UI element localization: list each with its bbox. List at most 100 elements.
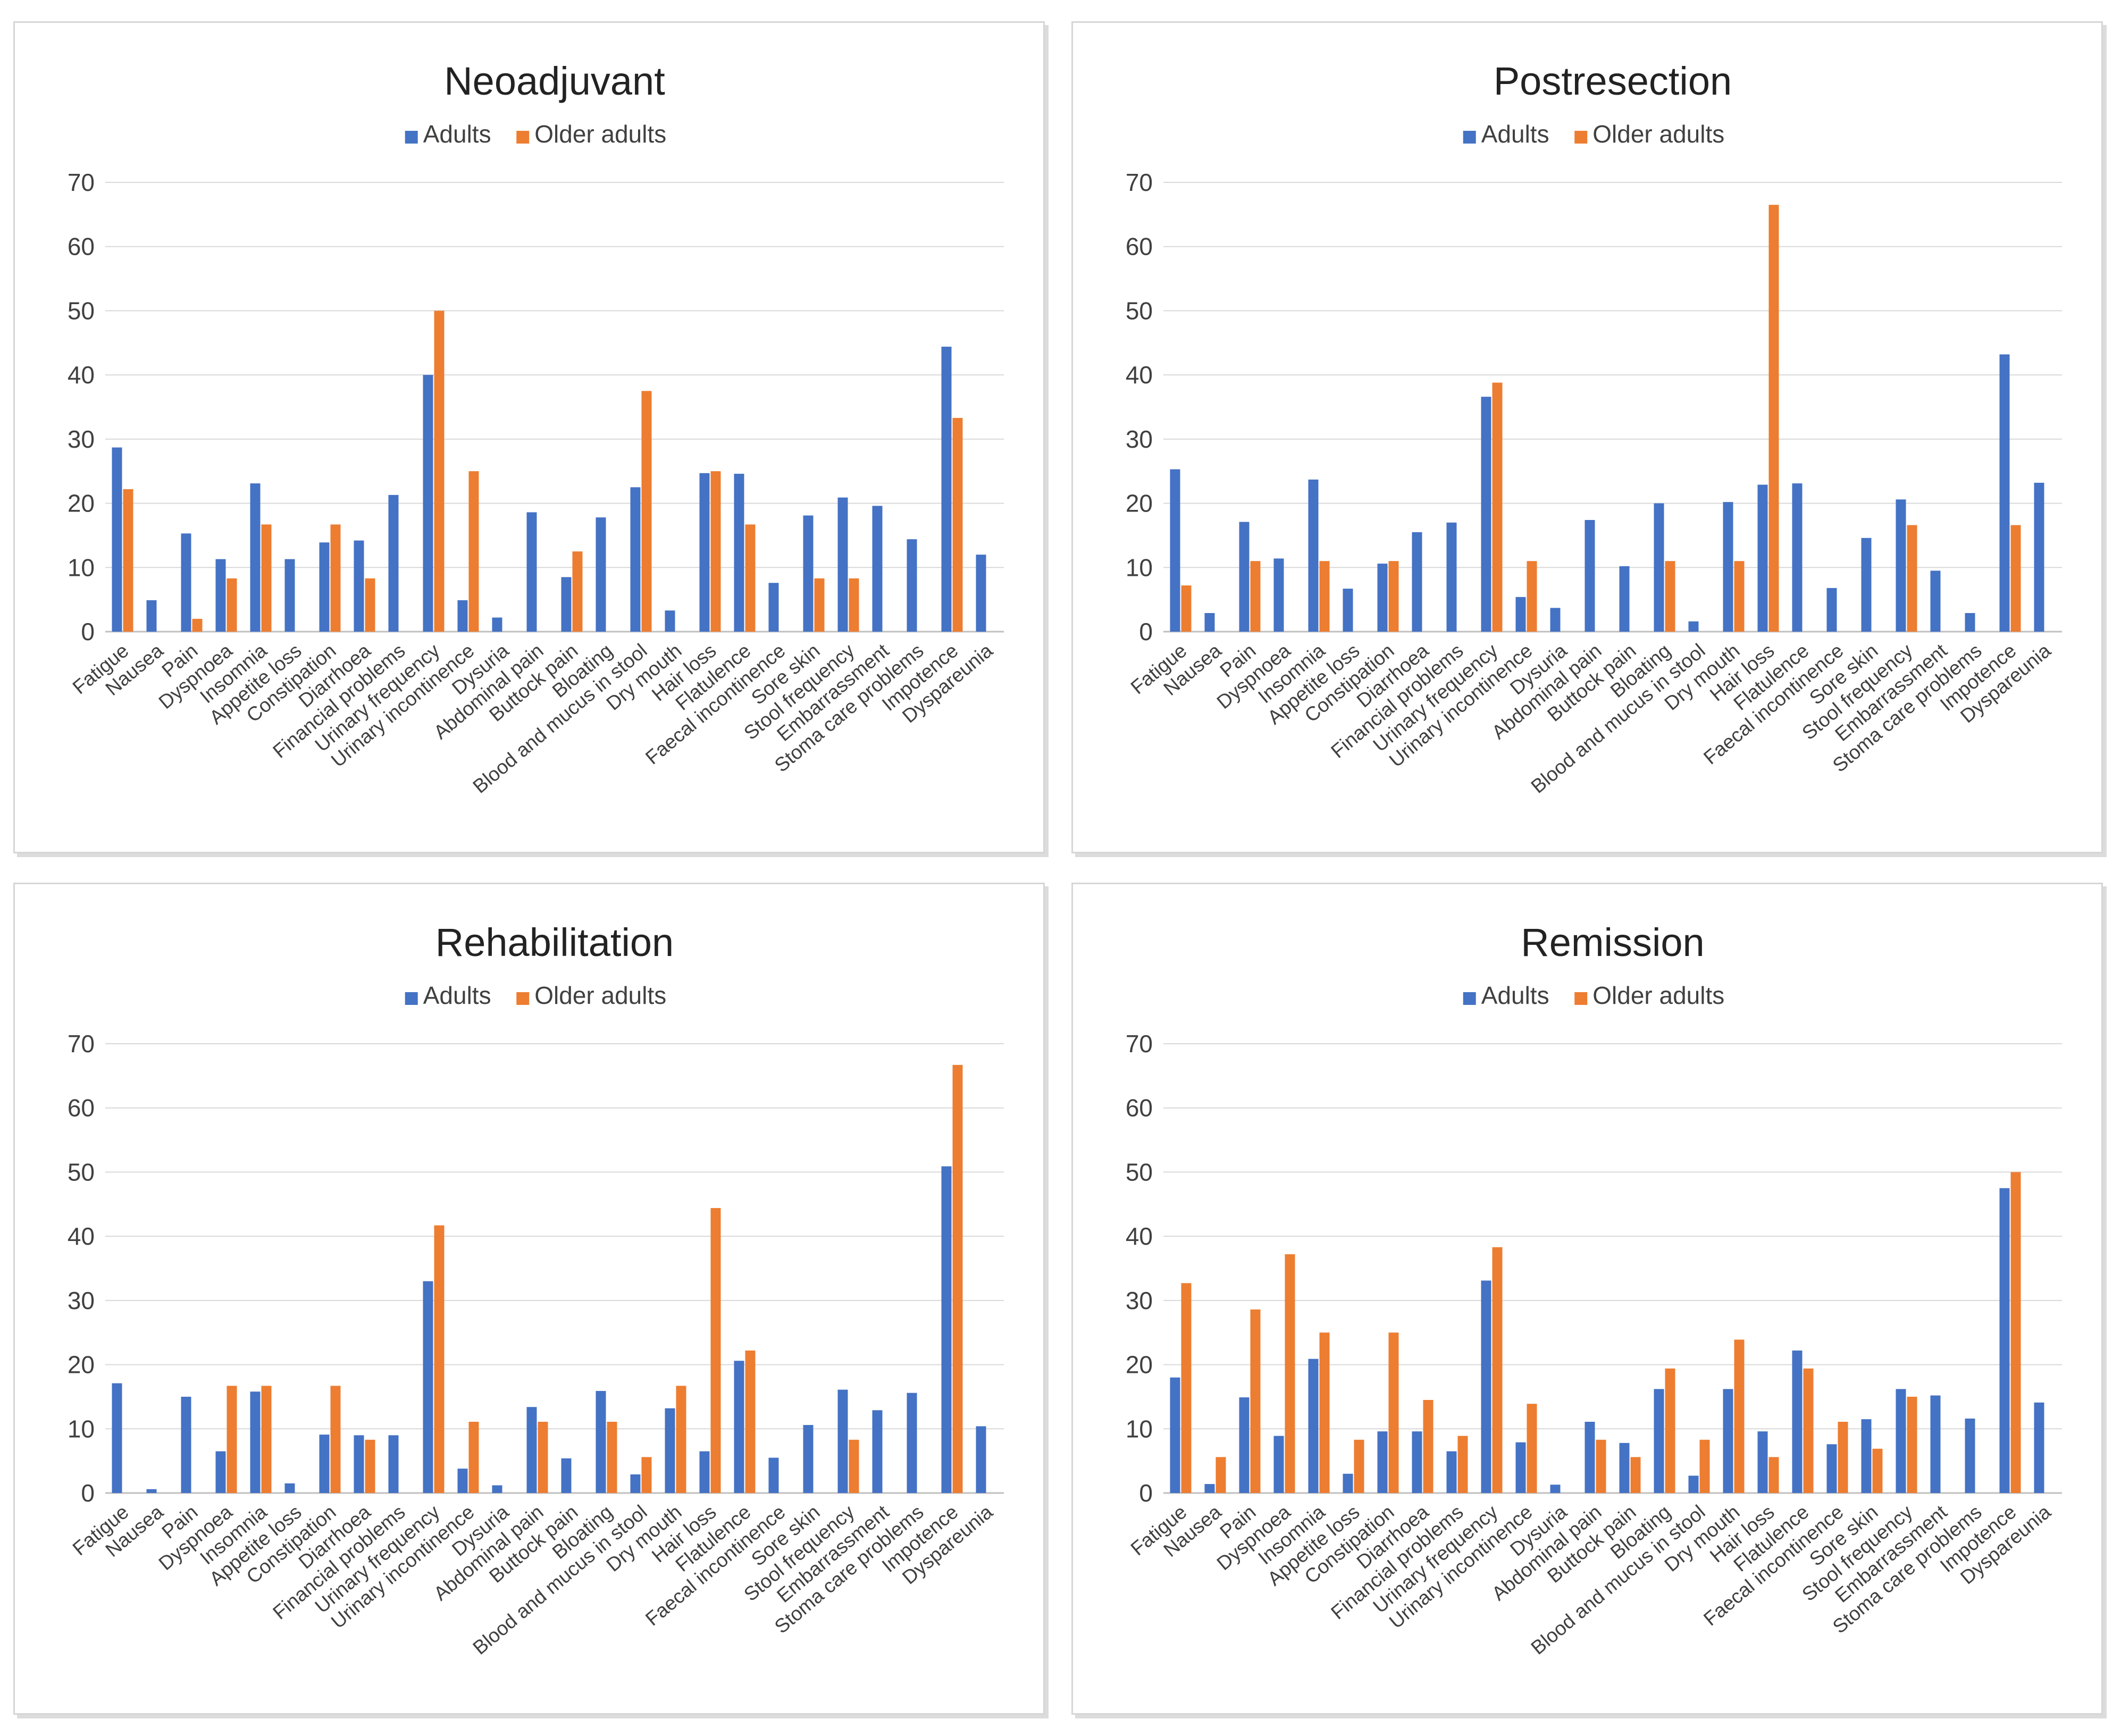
bar-adults-blood-and-mucus-in-stool bbox=[630, 1474, 641, 1493]
bar-adults-nausea bbox=[1204, 613, 1215, 632]
bar-older-adults-impotence bbox=[952, 1064, 963, 1493]
bar-adults-dry-mouth bbox=[1723, 502, 1733, 632]
bar-older-adults-sore-skin bbox=[814, 578, 825, 632]
legend-label-older-adults: Older adults bbox=[1592, 120, 1724, 148]
bar-adults-stool-frequency bbox=[1896, 1389, 1906, 1493]
bar-older-adults-stool-frequency bbox=[1907, 525, 1917, 632]
y-tick-label: 60 bbox=[1126, 233, 1153, 261]
bar-older-adults-buttock-pain bbox=[572, 551, 583, 632]
bar-adults-stool-frequency bbox=[1896, 499, 1906, 632]
bar-adults-dry-mouth bbox=[665, 1408, 675, 1493]
bar-adults-abdominal-pain bbox=[1585, 1422, 1595, 1493]
bar-adults-stoma-care-problems bbox=[1965, 1418, 1975, 1493]
bar-older-adults-insomnia bbox=[1319, 1332, 1330, 1493]
bar-older-adults-dyspnoea bbox=[227, 578, 237, 632]
bar-adults-sore-skin bbox=[803, 515, 814, 632]
bar-adults-embarrassment bbox=[872, 506, 883, 632]
y-tick-label: 40 bbox=[68, 1222, 95, 1250]
legend-swatch-adults bbox=[1463, 131, 1476, 144]
bar-adults-diarrhoea bbox=[354, 540, 364, 632]
bar-adults-constipation bbox=[319, 1435, 330, 1493]
bar-adults-insomnia bbox=[250, 1391, 261, 1493]
bar-older-adults-stool-frequency bbox=[849, 1439, 859, 1493]
bar-adults-pain bbox=[181, 1396, 191, 1493]
y-tick-label: 30 bbox=[1126, 1287, 1153, 1314]
bar-adults-dyspareunia bbox=[2034, 482, 2044, 632]
bar-older-adults-abdominal-pain bbox=[538, 1422, 548, 1493]
y-tick-label: 10 bbox=[68, 1415, 95, 1443]
chart-legend: Adults Older adults bbox=[1463, 982, 1724, 1009]
chart-remission: Remission Adults Older adults 0 10 20 30 40 50 60… bbox=[1126, 920, 2062, 1659]
bar-adults-constipation bbox=[1377, 564, 1388, 632]
bar-adults-hair-loss bbox=[699, 1451, 710, 1493]
bar-adults-dyspareunia bbox=[976, 555, 986, 632]
y-tick-label: 10 bbox=[1126, 1415, 1153, 1443]
bar-adults-appetite-loss bbox=[284, 559, 295, 632]
bar-older-adults-bloating bbox=[1665, 1368, 1675, 1493]
bar-older-adults-fatigue bbox=[123, 489, 133, 632]
y-tick-label: 70 bbox=[68, 1030, 95, 1058]
bar-adults-fatigue bbox=[1170, 469, 1180, 632]
bar-older-adults-urinary-incontinence bbox=[468, 1422, 479, 1493]
bar-older-adults-stool-frequency bbox=[1907, 1396, 1917, 1493]
bar-adults-impotence bbox=[1999, 1188, 2010, 1493]
bar-adults-bloating bbox=[1654, 1389, 1664, 1493]
y-tick-label: 30 bbox=[1126, 425, 1153, 453]
bar-older-adults-flatulence bbox=[745, 524, 756, 632]
bar-older-adults-pain bbox=[1250, 1309, 1261, 1493]
bar-older-adults-pain bbox=[192, 618, 203, 632]
bar-older-adults-hair-loss bbox=[1768, 205, 1779, 632]
bar-adults-dry-mouth bbox=[1723, 1389, 1733, 1493]
bar-adults-diarrhoea bbox=[1412, 1431, 1422, 1493]
bar-older-adults-fatigue bbox=[1181, 585, 1192, 632]
legend-swatch-older-adults bbox=[516, 131, 530, 144]
y-tick-label: 0 bbox=[81, 1479, 95, 1507]
bar-older-adults-insomnia bbox=[261, 1386, 272, 1493]
bar-adults-nausea bbox=[1204, 1484, 1215, 1493]
bar-older-adults-urinary-incontinence bbox=[1527, 561, 1537, 632]
chart-postresection: Postresection Adults Older adults 0 10 20 30 40… bbox=[1126, 59, 2062, 798]
bar-adults-financial-problems bbox=[1446, 1451, 1457, 1493]
y-tick-label: 20 bbox=[1126, 1351, 1153, 1379]
bar-adults-fatigue bbox=[1170, 1377, 1180, 1493]
legend-label-adults: Adults bbox=[423, 120, 491, 148]
bar-older-adults-sore-skin bbox=[1872, 1448, 1883, 1493]
bar-adults-stool-frequency bbox=[837, 497, 848, 632]
bar-older-adults-insomnia bbox=[261, 524, 272, 632]
bar-adults-fatigue bbox=[112, 447, 122, 632]
bar-adults-financial-problems bbox=[1446, 522, 1457, 632]
chart-panel-rehabilitation: Rehabilitation Adults Older adults 0 10 20 30 4… bbox=[13, 883, 1045, 1715]
bar-adults-buttock-pain bbox=[561, 577, 572, 632]
y-tick-label: 70 bbox=[1126, 1030, 1153, 1058]
bar-adults-dyspnoea bbox=[215, 1451, 226, 1493]
bar-adults-urinary-incontinence bbox=[457, 1469, 468, 1493]
bar-older-adults-hair-loss bbox=[1768, 1457, 1779, 1493]
y-tick-label: 50 bbox=[68, 1158, 95, 1186]
y-tick-label: 60 bbox=[1126, 1094, 1153, 1122]
legend-swatch-older-adults bbox=[516, 992, 530, 1005]
y-tick-label: 30 bbox=[68, 1287, 95, 1314]
bar-adults-impotence bbox=[941, 1166, 952, 1493]
bar-adults-dry-mouth bbox=[665, 610, 675, 632]
bar-adults-faecal-incontinence bbox=[768, 583, 779, 632]
legend-label-adults: Adults bbox=[1481, 982, 1549, 1009]
bar-older-adults-urinary-frequency bbox=[1492, 382, 1503, 632]
bar-adults-buttock-pain bbox=[561, 1458, 572, 1493]
bar-adults-constipation bbox=[319, 542, 330, 632]
bar-adults-bloating bbox=[1654, 503, 1664, 632]
bar-older-adults-dry-mouth bbox=[1734, 1339, 1745, 1493]
y-tick-label: 20 bbox=[68, 1351, 95, 1379]
bar-adults-insomnia bbox=[1308, 1358, 1319, 1493]
chart-title: Neoadjuvant bbox=[444, 59, 665, 103]
bar-adults-buttock-pain bbox=[1619, 566, 1630, 632]
chart-title: Postresection bbox=[1494, 59, 1732, 103]
bar-older-adults-diarrhoea bbox=[365, 1439, 375, 1493]
y-tick-label: 50 bbox=[68, 297, 95, 324]
chart-legend: Adults Older adults bbox=[405, 982, 666, 1009]
legend-label-adults: Adults bbox=[423, 982, 491, 1009]
bar-older-adults-bloating bbox=[607, 1422, 617, 1493]
bar-adults-insomnia bbox=[1308, 479, 1319, 632]
bar-adults-hair-loss bbox=[1757, 1431, 1768, 1493]
bar-adults-urinary-frequency bbox=[1481, 397, 1491, 632]
chart-neoadjuvant: Neoadjuvant Adults Older adults 0 10 20 30 40 50… bbox=[68, 59, 1004, 798]
